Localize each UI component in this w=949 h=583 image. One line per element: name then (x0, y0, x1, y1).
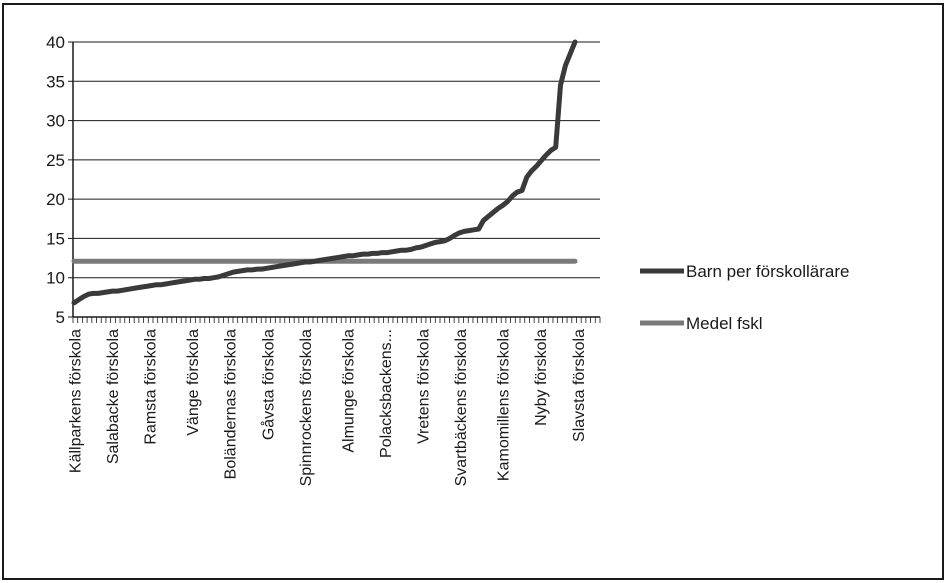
x-category-label: Kamomillens förskola (496, 329, 513, 481)
y-tick-label-35: 35 (46, 72, 65, 91)
series-line-barn-per-forskollarare (71, 39, 578, 306)
y-tick-label-5: 5 (56, 308, 65, 327)
x-category-label: Spinnrockens förskola (298, 329, 315, 487)
x-category-label: Svartbäckens förskola (453, 329, 470, 487)
x-category-label: Nyby förskola (533, 329, 550, 426)
axes (68, 41, 601, 323)
x-category-label: Salabacke förskola (105, 329, 122, 464)
y-tick-label-30: 30 (46, 112, 65, 131)
x-category-label: Slavsta förskola (571, 329, 588, 442)
y-tick-label-10: 10 (46, 269, 65, 288)
axis-labels: 5 10 15 20 25 30 35 40 Källparkens förskola Salab… (46, 33, 588, 486)
y-tick-label-25: 25 (46, 151, 65, 170)
x-category-label: Boländernas förskola (223, 329, 240, 479)
x-category-label: Almunge förskola (340, 329, 357, 453)
y-tick-label-40: 40 (46, 33, 65, 52)
legend-label-barn-per-forskollarare: Barn per förskollärare (686, 262, 849, 281)
x-category-label: Vretens förskola (416, 329, 433, 444)
chart-frame (2, 3, 944, 580)
x-category-label: Källparkens förskola (67, 329, 84, 473)
legend: Barn per förskollärare Medel fskl (640, 262, 849, 333)
series-lines (71, 39, 578, 306)
y-tick-label-20: 20 (46, 190, 65, 209)
legend-label-medel-fskl: Medel fskl (686, 314, 763, 333)
x-category-label: Gåvsta förskola (259, 329, 277, 440)
x-category-label: Vänge förskola (185, 329, 202, 436)
y-tick-label-15: 15 (46, 229, 65, 248)
x-category-label: Ramsta förskola (143, 329, 160, 445)
x-category-label: Polacksbackens... (378, 329, 395, 458)
gridlines (73, 41, 600, 279)
